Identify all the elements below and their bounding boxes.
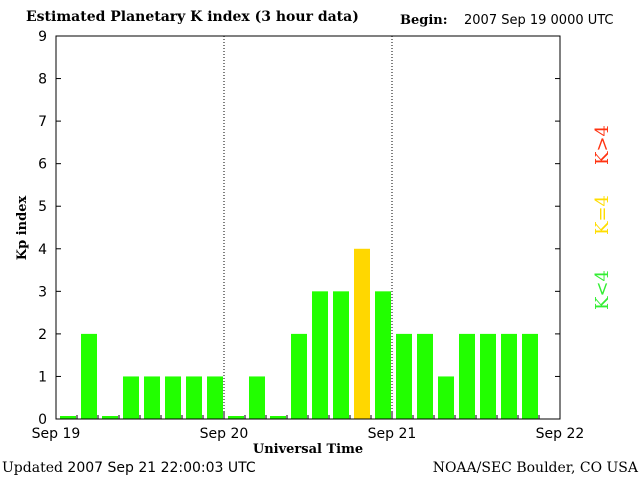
x-tick-label: Sep 19 [32,426,81,442]
kp-bar [81,333,97,419]
y-tick-label: 8 [38,72,47,88]
y-tick-label: 0 [38,412,47,428]
y-tick-label: 7 [38,114,47,130]
y-ticks-group: 0 1 2 3 4 5 6 7 8 9 [38,29,560,428]
x-tick-label: Sep 21 [368,426,417,442]
y-axis-title: Kp index [15,196,30,261]
updated-label: Updated [2,460,63,476]
kp-bar [375,291,391,419]
kp-bar [123,376,139,419]
source-credit: NOAA/SEC Boulder, CO USA [432,460,638,476]
kp-bar [60,416,76,419]
kp-bar [228,416,244,419]
y-tick-label: 6 [38,157,47,173]
begin-label: Begin: [400,13,448,28]
y-tick-label: 9 [38,29,47,45]
kp-bar [333,291,349,419]
y-tick-label: 1 [38,369,47,385]
kp-bar [522,333,538,419]
legend-item: K=4 [592,195,613,235]
kp-bar [270,416,286,419]
kp-bar [417,333,433,419]
x-tick-label: Sep 20 [200,426,249,442]
chart-title: Estimated Planetary K index (3 hour data… [26,9,359,25]
updated-timestamp: 2007 Sep 21 22:00:03 UTC [67,460,256,476]
kp-bar [207,376,223,419]
kp-bar [165,376,181,419]
kp-bar [102,416,118,419]
kp-bar [186,376,202,419]
begin-timestamp: 2007 Sep 19 0000 UTC [464,13,614,28]
kp-bar [396,333,412,419]
x-ticks-group: Sep 19 Sep 20 Sep 21 Sep 22 [32,411,585,442]
legend-group: K<4 K=4 K>4 [592,125,613,310]
kp-bar [480,333,496,419]
gridlines-group [223,36,393,419]
kp-bar [312,291,328,419]
kp-bar [501,333,517,419]
y-tick-label: 3 [38,284,47,300]
x-tick-label: Sep 22 [536,426,585,442]
legend-item: K<4 [592,270,613,310]
kp-bar [291,333,307,419]
kp-bar [459,333,475,419]
y-tick-label: 4 [38,242,47,258]
legend-item: K>4 [592,125,613,165]
kp-bar [249,376,265,419]
kp-bar [354,248,370,419]
kp-bar [438,376,454,419]
bars-group [60,248,538,419]
y-tick-label: 2 [38,327,47,343]
kp-bar [144,376,160,419]
updated-line: Updated 2007 Sep 21 22:00:03 UTC [2,460,256,476]
y-tick-label: 5 [38,199,47,215]
x-axis-title: Universal Time [253,442,363,457]
